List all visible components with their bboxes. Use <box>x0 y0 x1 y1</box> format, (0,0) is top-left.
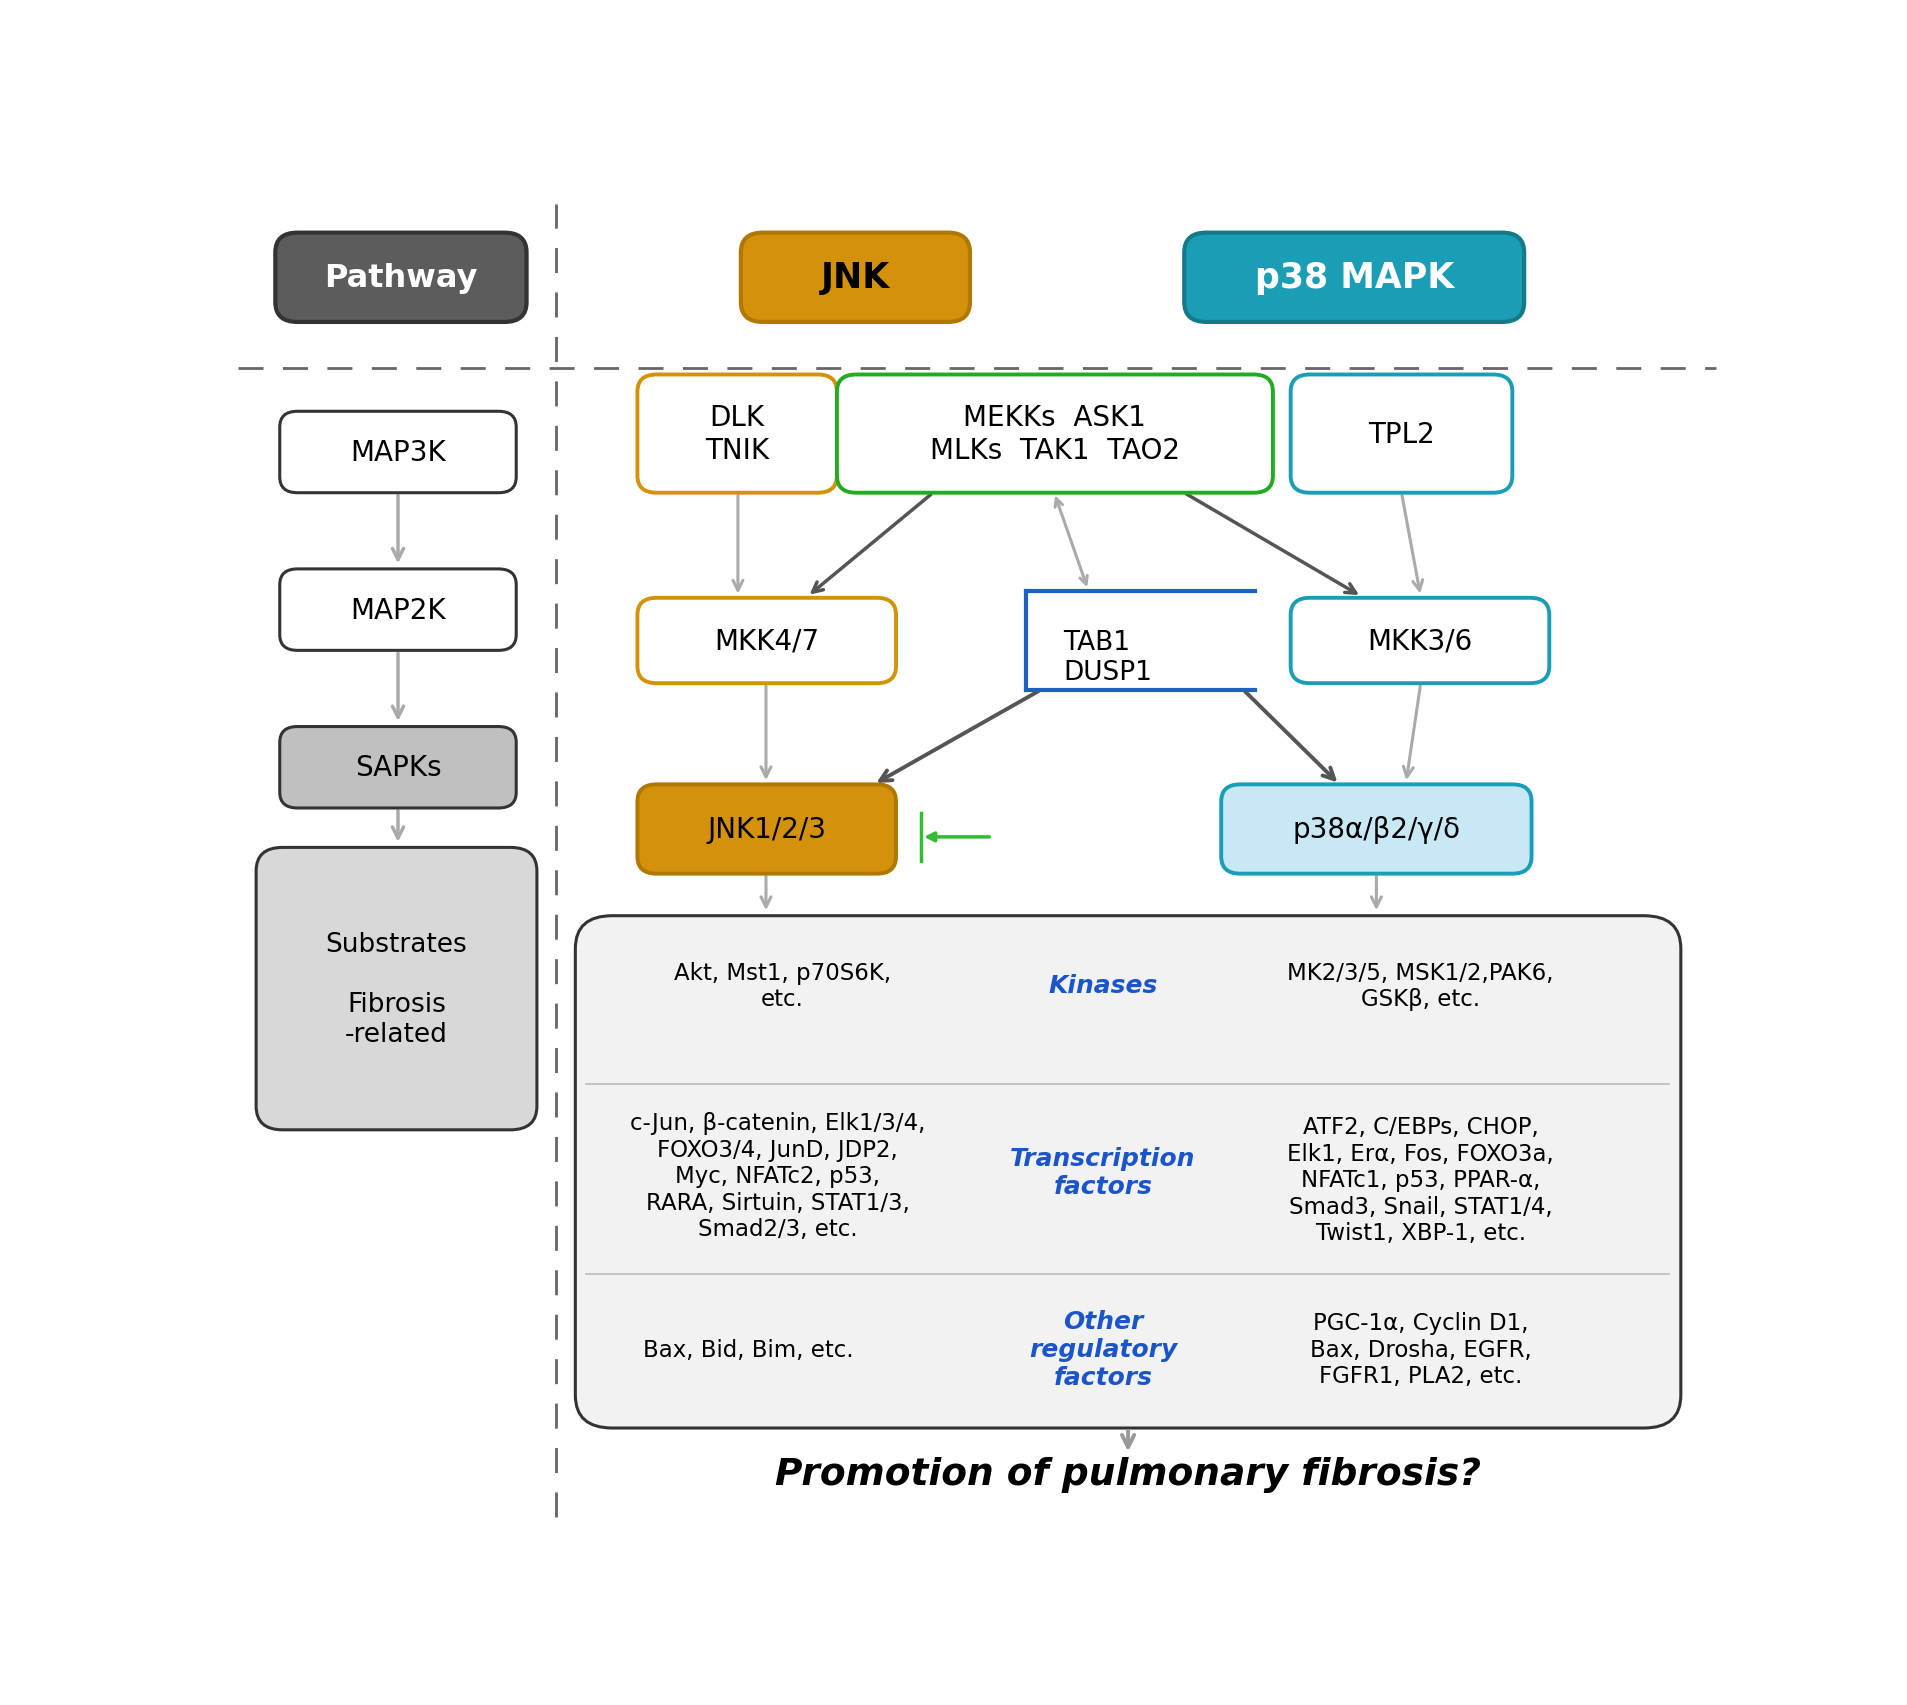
Text: Pathway: Pathway <box>324 263 477 293</box>
Text: MEKKs  ASK1
MLKs  TAK1  TAO2: MEKKs ASK1 MLKs TAK1 TAO2 <box>931 404 1180 464</box>
FancyBboxPatch shape <box>256 847 538 1130</box>
FancyBboxPatch shape <box>1184 234 1524 322</box>
FancyBboxPatch shape <box>280 569 517 651</box>
Text: Substrates

Fibrosis
-related: Substrates Fibrosis -related <box>326 931 467 1047</box>
Text: JNK1/2/3: JNK1/2/3 <box>707 815 826 844</box>
FancyBboxPatch shape <box>740 234 971 322</box>
FancyBboxPatch shape <box>1291 598 1548 684</box>
FancyBboxPatch shape <box>837 375 1274 493</box>
FancyBboxPatch shape <box>1220 784 1531 875</box>
Text: Promotion of pulmonary fibrosis?: Promotion of pulmonary fibrosis? <box>774 1456 1482 1492</box>
FancyBboxPatch shape <box>1291 375 1512 493</box>
Text: MKK4/7: MKK4/7 <box>713 627 820 655</box>
Text: Transcription
factors: Transcription factors <box>1011 1146 1196 1199</box>
FancyBboxPatch shape <box>637 598 896 684</box>
Text: MK2/3/5, MSK1/2,PAK6,
GSKβ, etc.: MK2/3/5, MSK1/2,PAK6, GSKβ, etc. <box>1287 962 1554 1011</box>
Text: JNK: JNK <box>820 261 891 295</box>
Text: TAB1
DUSP1: TAB1 DUSP1 <box>1062 629 1152 685</box>
Text: Bax, Bid, Bim, etc.: Bax, Bid, Bim, etc. <box>643 1338 854 1361</box>
Text: PGC-1α, Cyclin D1,
Bax, Drosha, EGFR,
FGFR1, PLA2, etc.: PGC-1α, Cyclin D1, Bax, Drosha, EGFR, FG… <box>1310 1311 1531 1388</box>
FancyBboxPatch shape <box>637 784 896 875</box>
Text: Akt, Mst1, p70S6K,
etc.: Akt, Mst1, p70S6K, etc. <box>673 962 891 1011</box>
FancyBboxPatch shape <box>280 413 517 493</box>
Text: ATF2, C/EBPs, CHOP,
Elk1, Erα, Fos, FOXO3a,
NFATc1, p53, PPAR-α,
Smad3, Snail, S: ATF2, C/EBPs, CHOP, Elk1, Erα, Fos, FOXO… <box>1287 1115 1554 1245</box>
Text: Other
regulatory
factors: Other regulatory factors <box>1030 1309 1177 1390</box>
FancyBboxPatch shape <box>576 916 1680 1429</box>
FancyBboxPatch shape <box>637 375 837 493</box>
Text: MAP3K: MAP3K <box>351 438 446 467</box>
Text: MKK3/6: MKK3/6 <box>1367 627 1472 655</box>
Text: SAPKs: SAPKs <box>355 754 441 783</box>
Text: TPL2: TPL2 <box>1367 421 1434 448</box>
Text: DLK
TNIK: DLK TNIK <box>706 404 769 464</box>
FancyBboxPatch shape <box>280 726 517 808</box>
Text: p38α/β2/γ/δ: p38α/β2/γ/δ <box>1293 815 1461 844</box>
FancyBboxPatch shape <box>275 234 526 322</box>
Text: p38 MAPK: p38 MAPK <box>1255 261 1453 295</box>
Text: Kinases: Kinases <box>1049 974 1158 997</box>
Text: c-Jun, β-catenin, Elk1/3/4,
FOXO3/4, JunD, JDP2,
Myc, NFATc2, p53,
RARA, Sirtuin: c-Jun, β-catenin, Elk1/3/4, FOXO3/4, Jun… <box>629 1112 925 1241</box>
Text: MAP2K: MAP2K <box>351 597 446 624</box>
